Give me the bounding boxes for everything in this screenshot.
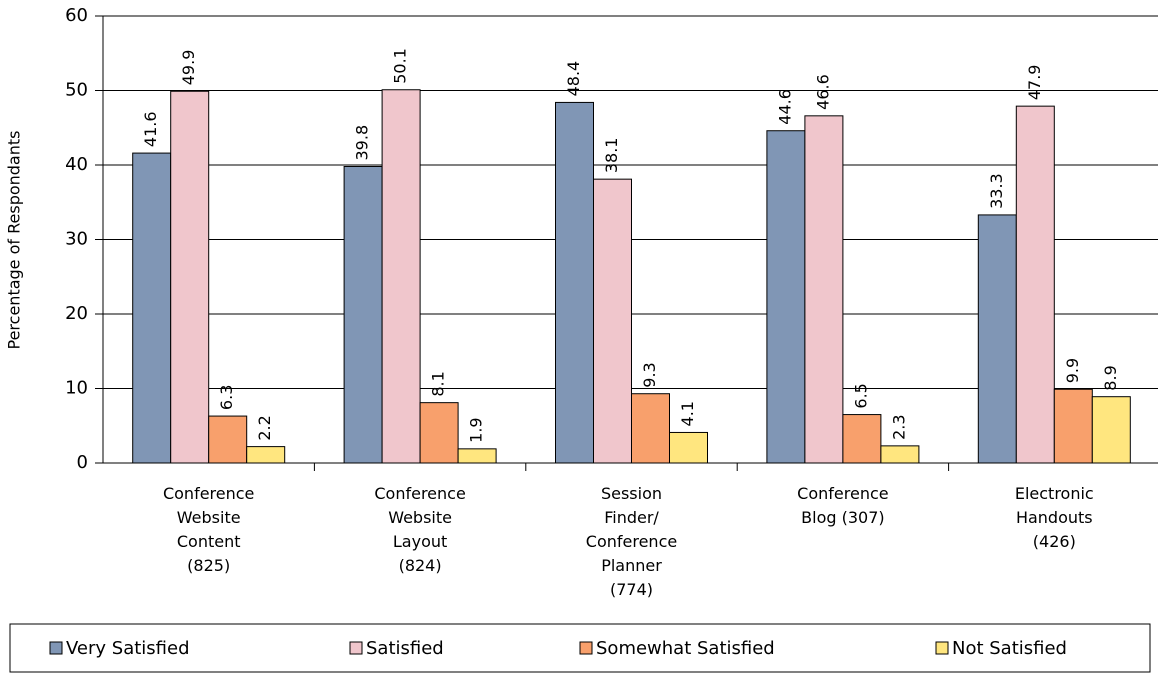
bar: [132, 152, 172, 464]
bar: [842, 414, 882, 464]
data-label: 8.1: [429, 371, 448, 396]
data-label: 39.8: [353, 125, 372, 161]
y-tick-label: 0: [77, 452, 88, 473]
bar: [880, 445, 920, 464]
legend-label: Somewhat Satisfied: [596, 638, 775, 659]
data-label: 6.5: [851, 383, 870, 408]
legend-swatch: [935, 641, 949, 655]
legend-swatch: [579, 641, 593, 655]
x-tick-label: Conference Website Layout (824): [374, 484, 465, 575]
legend-label: Not Satisfied: [952, 638, 1067, 659]
bar: [419, 402, 459, 464]
bar: [1091, 396, 1131, 464]
bar: [766, 130, 806, 464]
data-label: 38.1: [602, 138, 621, 174]
y-tick-label: 60: [65, 5, 88, 26]
bar: [343, 165, 383, 464]
legend-label: Very Satisfied: [66, 638, 190, 659]
data-label: 50.1: [391, 48, 410, 84]
data-label: 2.3: [889, 414, 908, 439]
y-tick-label: 50: [65, 80, 88, 101]
data-label: 4.1: [678, 401, 697, 426]
bar: [669, 431, 708, 464]
bar: [593, 178, 632, 464]
data-label: 33.3: [987, 173, 1006, 209]
bar: [1053, 388, 1093, 464]
legend-swatch: [349, 641, 363, 655]
bar: [977, 214, 1017, 464]
y-tick-label: 20: [65, 303, 88, 324]
data-label: 9.3: [640, 362, 659, 387]
y-tick-label: 30: [65, 229, 88, 250]
bar: [804, 115, 844, 464]
x-tick-label: Conference Website Content (825): [163, 484, 254, 575]
data-label: 6.3: [217, 385, 236, 410]
bar: [208, 415, 248, 464]
bar: [381, 89, 421, 464]
bar: [1015, 105, 1055, 464]
bar: [631, 393, 670, 464]
data-label: 8.9: [1101, 365, 1120, 390]
bar: [555, 101, 594, 464]
data-label: 1.9: [467, 417, 486, 442]
data-label: 44.6: [775, 89, 794, 125]
data-label: 46.6: [813, 74, 832, 110]
legend-box: [9, 623, 1151, 673]
data-label: 49.9: [179, 50, 198, 86]
bar: [170, 90, 210, 464]
data-label: 9.9: [1063, 358, 1082, 383]
x-tick-label: Conference Blog (307): [797, 484, 888, 527]
data-label: 41.6: [141, 111, 160, 147]
x-tick-label: Session Finder/Conference Planner (774): [586, 484, 677, 599]
data-label: 47.9: [1025, 65, 1044, 101]
legend-swatch: [49, 641, 63, 655]
legend-label: Satisfied: [366, 638, 444, 659]
y-axis-label: Percentage of Respondants: [5, 131, 24, 350]
y-tick-label: 10: [65, 378, 88, 399]
x-tick-label: Electronic Handouts (426): [1015, 484, 1094, 551]
data-label: 2.2: [255, 415, 274, 440]
data-label: 48.4: [564, 61, 583, 97]
bar: [457, 448, 497, 464]
y-tick-label: 40: [65, 154, 88, 175]
bar: [246, 446, 286, 464]
